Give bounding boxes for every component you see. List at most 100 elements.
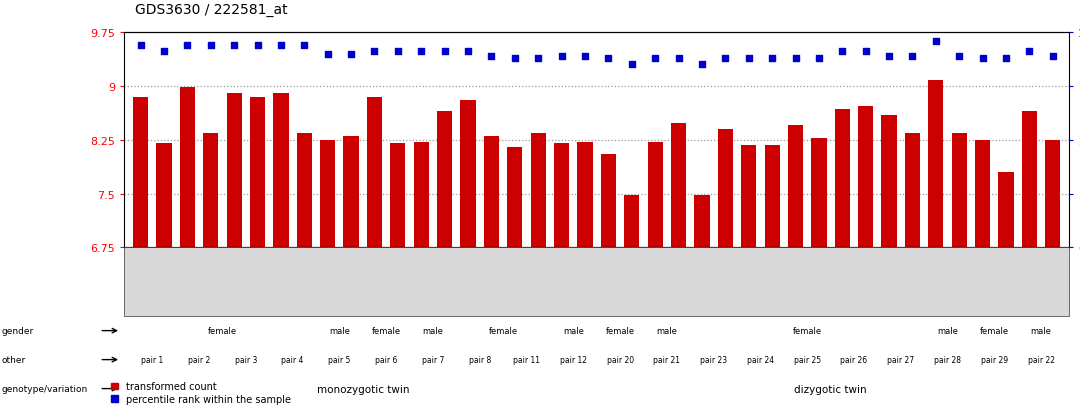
Point [834,49,851,56]
Point [693,62,711,69]
Bar [343,137,359,248]
Bar [390,144,405,248]
Point [226,43,243,49]
Text: monozygotic twin: monozygotic twin [316,384,409,394]
Point [647,55,664,62]
Bar [788,126,804,248]
Text: female: female [980,326,1009,335]
Bar [1045,140,1061,248]
Point [459,49,476,56]
Bar [648,142,663,248]
Bar [530,133,545,248]
Bar [227,94,242,248]
Text: pair 8: pair 8 [469,355,491,364]
Text: male: male [657,326,677,335]
Bar [179,88,195,248]
Point [1044,53,1062,60]
Point [272,43,289,49]
Bar [460,101,475,248]
Point [389,49,406,56]
Bar [765,145,780,248]
Bar [975,140,990,248]
Text: pair 23: pair 23 [700,355,727,364]
Bar [157,144,172,248]
Point [178,43,195,49]
Point [740,55,757,62]
Bar [203,133,218,248]
Bar [835,109,850,248]
Point [342,51,360,58]
Point [787,55,805,62]
Point [599,55,617,62]
Bar [1022,112,1037,248]
Point [529,55,546,62]
Text: pair 5: pair 5 [328,355,351,364]
Point [296,43,313,49]
Point [1021,49,1038,56]
Text: pair 28: pair 28 [934,355,961,364]
Bar [881,115,896,248]
Point [858,49,875,56]
Point [156,49,173,56]
Point [577,53,594,60]
Point [764,55,781,62]
Bar [694,195,710,248]
Text: pair 24: pair 24 [747,355,774,364]
Bar [600,155,616,248]
Point [507,55,524,62]
Bar [484,137,499,248]
Point [553,53,570,60]
Bar [671,124,686,248]
Text: other: other [1,355,25,364]
Point [248,43,266,49]
Point [132,43,149,49]
Point [950,53,968,60]
Point [623,62,640,69]
Point [670,55,687,62]
Text: genotype/variation: genotype/variation [1,384,87,393]
Bar [437,112,453,248]
Bar [929,81,944,248]
Text: pair 12: pair 12 [559,355,586,364]
Point [413,49,430,56]
Text: pair 29: pair 29 [981,355,1008,364]
Bar [320,140,335,248]
Text: pair 26: pair 26 [840,355,867,364]
Bar [133,97,148,248]
Bar [718,130,733,248]
Point [436,49,454,56]
Text: pair 7: pair 7 [422,355,444,364]
Bar [811,138,826,248]
Text: male: male [329,326,350,335]
Text: female: female [207,326,237,335]
Text: pair 27: pair 27 [888,355,915,364]
Text: dizygotic twin: dizygotic twin [794,384,867,394]
Bar [905,133,920,248]
Bar [554,144,569,248]
Point [366,49,383,56]
Text: gender: gender [1,326,33,335]
Point [319,51,336,58]
Text: male: male [1030,326,1052,335]
Point [202,43,219,49]
Point [880,53,897,60]
Text: GDS3630 / 222581_at: GDS3630 / 222581_at [135,2,287,17]
Point [998,55,1015,62]
Bar [741,145,756,248]
Bar [414,142,429,248]
Point [904,53,921,60]
Bar [508,147,523,248]
Bar [998,173,1014,248]
Text: pair 21: pair 21 [653,355,680,364]
Text: pair 22: pair 22 [1028,355,1055,364]
Point [483,53,500,60]
Legend: transformed count, percentile rank within the sample: transformed count, percentile rank withi… [108,377,295,408]
Point [717,55,734,62]
Text: male: male [563,326,584,335]
Bar [297,133,312,248]
Text: female: female [606,326,635,335]
Point [974,55,991,62]
Text: pair 2: pair 2 [188,355,211,364]
Text: pair 11: pair 11 [513,355,540,364]
Bar [859,107,874,248]
